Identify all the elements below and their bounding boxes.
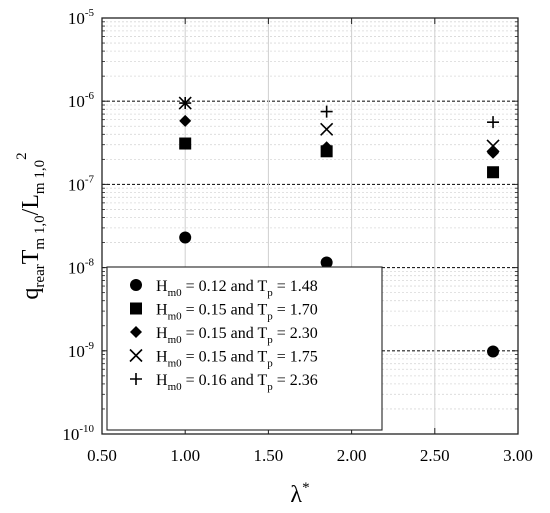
- y-tick-label: 10-5: [68, 7, 95, 28]
- data-point-circle: [179, 231, 192, 244]
- legend-marker-square: [130, 302, 142, 315]
- data-point-square: [487, 166, 500, 179]
- y-tick-label: 10-9: [68, 340, 95, 361]
- legend-label: Hm0 = 0.16 and Tp = 2.36: [156, 372, 318, 393]
- legend-label: Hm0 = 0.15 and Tp = 1.70: [156, 302, 318, 323]
- x-tick-label: 3.00: [503, 446, 533, 465]
- data-point-plus: [487, 116, 500, 129]
- data-points: [178, 96, 500, 358]
- data-point-circle: [487, 345, 500, 358]
- data-point-x: [486, 139, 500, 153]
- data-point-circle: [320, 256, 333, 269]
- data-point-x: [320, 122, 334, 136]
- axis-labels: 10-10 10-9 10-8 10-7 10-6 10-5 0.50 1.00 1.50 2.0…: [14, 7, 533, 508]
- legend-marker-plus: [130, 373, 142, 385]
- x-axis-title: λ*: [290, 480, 309, 508]
- legend-marker-diamond: [130, 326, 142, 338]
- x-tick-label: 0.50: [87, 446, 117, 465]
- data-point-diamond: [487, 146, 500, 159]
- legend-box: [106, 266, 383, 431]
- y-axis-title: qrearTm 1,0/Lm 1,02: [14, 152, 48, 299]
- x-tick-label: 1.00: [170, 446, 200, 465]
- data-point-diamond: [179, 114, 192, 127]
- legend: Hm0 = 0.12 and Tp = 1.48 Hm0 = 0.15 and T…: [106, 266, 383, 431]
- x-tick-label: 1.50: [254, 446, 284, 465]
- x-tick-label: 2.50: [420, 446, 450, 465]
- legend-marker-x: [129, 348, 143, 363]
- legend-label: Hm0 = 0.12 and Tp = 1.48: [156, 278, 318, 299]
- axes: [101, 17, 519, 435]
- data-point-square: [179, 137, 192, 150]
- legend-marker-circle: [130, 279, 142, 291]
- data-point-plus: [179, 97, 192, 110]
- y-tick-label: 10-6: [68, 90, 95, 111]
- legend-label: Hm0 = 0.15 and Tp = 1.75: [156, 349, 318, 370]
- y-tick-label: 10-8: [68, 257, 95, 278]
- y-tick-label: 10-7: [68, 173, 95, 194]
- data-point-plus: [320, 105, 333, 118]
- data-point-diamond: [320, 141, 333, 154]
- x-tick-label: 2.00: [337, 446, 367, 465]
- y-tick-label: 10-10: [62, 423, 94, 444]
- legend-label: Hm0 = 0.15 and Tp = 2.30: [156, 325, 318, 346]
- plot-frame: [101, 17, 519, 435]
